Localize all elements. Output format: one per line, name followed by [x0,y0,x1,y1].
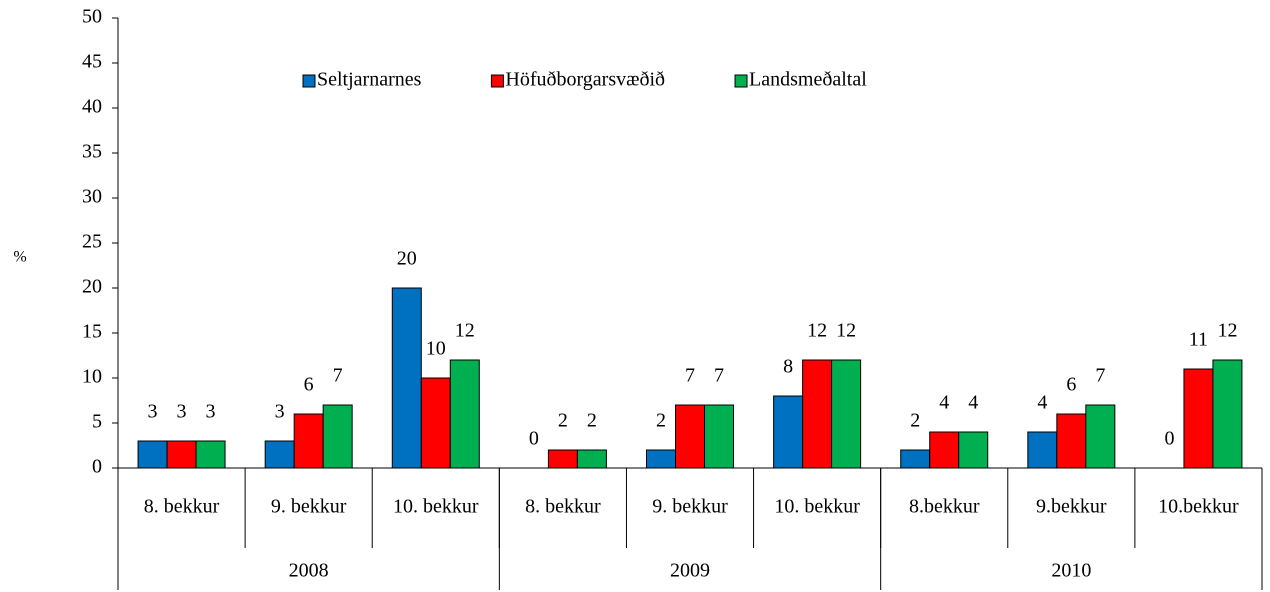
legend-swatch [734,74,748,88]
data-label: 2 [656,410,666,432]
bar [773,395,804,469]
y-tick-label: 5 [92,411,102,433]
y-tick-label: 40 [82,96,102,118]
data-label: 7 [333,365,343,387]
bar [576,449,607,469]
bar [900,449,931,469]
bar [166,440,197,469]
data-label: 11 [1189,329,1208,351]
bar [420,377,451,469]
bar [195,440,226,469]
data-label: 3 [148,401,158,423]
group-label: 2009 [670,560,710,582]
bar [958,431,989,469]
data-label: 7 [685,365,695,387]
bar [449,359,480,469]
y-axis-label: % [13,249,26,266]
bar [1027,431,1058,469]
data-label: 4 [1037,392,1047,414]
data-label: 0 [529,428,539,450]
data-label: 12 [455,320,475,342]
x-tick-label: 8.bekkur [909,496,980,518]
y-tick-label: 20 [82,276,102,298]
bar [264,440,295,469]
y-tick-label: 50 [82,6,102,28]
data-label: 3 [177,401,187,423]
x-tick-label: 8. bekkur [525,496,601,518]
data-label: 7 [714,365,724,387]
bar [322,404,353,469]
y-tick-label: 25 [82,231,102,253]
data-label: 2 [558,410,568,432]
data-label: 10 [426,338,446,360]
bar [802,359,833,469]
bar [137,440,168,469]
data-label: 4 [939,392,949,414]
y-tick-label: 0 [92,456,102,478]
bar [704,404,734,469]
legend-label: Höfuðborgarsvæðið [505,69,665,91]
data-label: 6 [304,374,314,396]
legend-swatch [302,74,316,88]
bar [675,404,705,469]
bar [391,287,422,469]
data-label: 4 [968,392,978,414]
x-tick-label: 9. bekkur [271,496,347,518]
x-tick-label: 10. bekkur [774,496,860,518]
group-label: 2010 [1051,560,1091,582]
legend-label: Seltjarnarnes [317,69,422,91]
y-tick-label: 10 [82,366,102,388]
x-tick-label: 9.bekkur [1036,496,1107,518]
x-tick-label: 10.bekkur [1158,496,1239,518]
x-tick-label: 9. bekkur [652,496,728,518]
y-tick-label: 30 [82,186,102,208]
legend-label: Landsmeðaltal [749,69,867,91]
bar [293,413,324,469]
bar [831,359,862,469]
data-label: 12 [1217,320,1237,342]
bar [646,449,676,469]
data-label: 8 [783,356,793,378]
x-tick-label: 10. bekkur [393,496,479,518]
bar [1056,413,1087,469]
data-label: 6 [1066,374,1076,396]
y-tick-label: 45 [82,51,102,73]
x-tick-label: 8. bekkur [144,496,220,518]
bar [1183,368,1214,469]
legend-swatch [490,74,504,88]
data-label: 2 [910,410,920,432]
y-tick-label: 35 [82,141,102,163]
data-label: 3 [275,401,285,423]
data-label: 0 [1164,428,1174,450]
group-label: 2008 [289,560,329,582]
bar [1212,359,1243,469]
data-label: 2 [587,410,597,432]
data-label: 20 [397,248,417,270]
y-tick-label: 15 [82,321,102,343]
data-label: 7 [1095,365,1105,387]
bar [929,431,960,469]
bar [1085,404,1116,469]
bar [547,449,578,469]
data-label: 3 [206,401,216,423]
data-label: 12 [836,320,856,342]
data-label: 12 [807,320,827,342]
